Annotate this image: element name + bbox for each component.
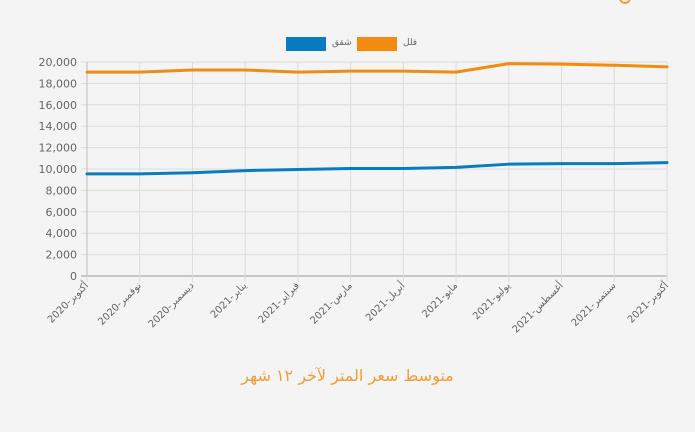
x-tick-label: يناير-2021 xyxy=(209,280,250,321)
x-tick-label: أكتوبر-2021 xyxy=(624,279,671,326)
y-tick-label: 0 xyxy=(70,270,77,283)
x-tick-label: أبريل-2021 xyxy=(363,279,408,324)
y-tick-label: 2,000 xyxy=(46,249,78,262)
x-tick-label: مايو-2021 xyxy=(420,280,460,320)
y-tick-label: 20,000 xyxy=(39,56,78,69)
series-line-0 xyxy=(85,62,669,74)
x-tick-label: أغسطس-2021 xyxy=(509,279,566,336)
x-tick-label: نوفمبر-2020 xyxy=(96,280,143,327)
y-tick-label: 4,000 xyxy=(46,227,78,240)
y-tick-label: 10,000 xyxy=(39,163,78,176)
chart-grid xyxy=(81,61,668,282)
y-tick-label: 18,000 xyxy=(39,77,78,90)
series-line-1 xyxy=(85,161,669,176)
x-tick-label: فبراير-2021 xyxy=(256,280,302,326)
y-tick-label: 14,000 xyxy=(39,120,78,133)
legend-label-villas: فلل xyxy=(403,38,418,48)
x-tick-label: يوليو-2021 xyxy=(471,280,513,322)
chart-lines xyxy=(85,62,669,176)
legend-swatch-apartments xyxy=(286,37,326,51)
x-tick-label: أكتوبر-2020 xyxy=(44,279,91,326)
x-tick-label: ديسمبر-2020 xyxy=(147,280,197,330)
y-tick-label: 16,000 xyxy=(39,99,78,112)
y-tick-label: 12,000 xyxy=(39,142,78,155)
chart-caption: متوسط سعر المتر لآخر ١٢ شهر xyxy=(241,366,454,385)
legend-swatch-villas xyxy=(357,37,397,51)
y-tick-label: 6,000 xyxy=(46,206,78,219)
y-tick-label: 8,000 xyxy=(46,184,78,197)
line-chart: 0 2,000 4,000 6,000 8,000 10,000 12,000 14,000 1… xyxy=(39,56,672,336)
x-tick-label: مارس-2021 xyxy=(308,280,354,326)
legend-label-apartments: شقق xyxy=(332,38,352,48)
x-tick-label: سبتمبر-2021 xyxy=(570,280,619,329)
y-axis: 0 2,000 4,000 6,000 8,000 10,000 12,000 14,000 1… xyxy=(39,56,78,283)
